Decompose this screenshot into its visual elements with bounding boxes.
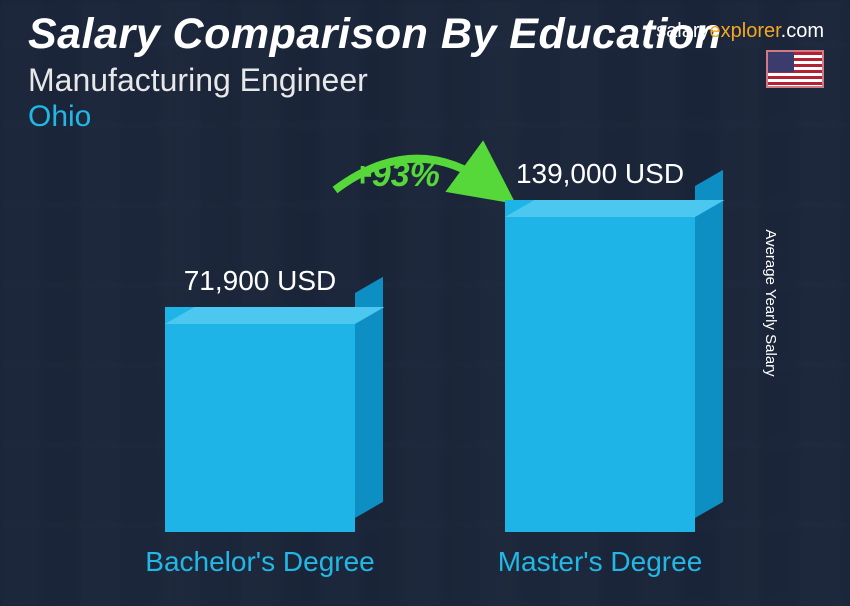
bar-category-label: Bachelor's Degree: [130, 546, 390, 578]
bar-front: [165, 307, 355, 532]
bar-front: [505, 200, 695, 532]
job-title: Manufacturing Engineer: [28, 62, 368, 99]
bar-value: 71,900 USD: [130, 265, 390, 297]
brand-logo: salaryexplorer.com: [656, 20, 824, 43]
bar-category-label: Master's Degree: [470, 546, 730, 578]
bar: [165, 307, 355, 532]
brand-suffix: .com: [781, 20, 824, 42]
bar-chart: 71,900 USD Bachelor's Degree 139,000 USD Ma…: [0, 138, 850, 578]
bar: [505, 200, 695, 532]
brand-prefix: salary: [656, 20, 709, 42]
bar-group: 139,000 USD Master's Degree: [470, 158, 730, 578]
page-title: Salary Comparison By Education: [28, 10, 722, 59]
bar-group: 71,900 USD Bachelor's Degree: [130, 265, 390, 578]
bar-side: [695, 170, 723, 518]
us-flag-icon: [766, 50, 824, 88]
bar-top: [165, 307, 384, 324]
region-label: Ohio: [28, 100, 91, 134]
bar-value: 139,000 USD: [470, 158, 730, 190]
content-root: Salary Comparison By Education Manufactu…: [0, 0, 850, 606]
bar-top: [505, 200, 724, 217]
brand-accent: explorer: [710, 20, 781, 42]
